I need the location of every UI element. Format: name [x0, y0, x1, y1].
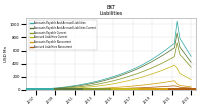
Accrued Liabilities Current	[78, 87, 80, 88]
Accrued Liabilities Current	[173, 65, 176, 66]
Accounts Payable Current	[67, 87, 69, 89]
Accounts Payable And Accrued Liabilities	[128, 70, 131, 71]
Accrued Liabilities Noncurrent	[25, 89, 27, 90]
Accounts Payable And Accrued Liabilities	[81, 84, 83, 85]
Accounts Payable Current	[72, 87, 75, 88]
Accounts Payable And Accrued Liabilities Current	[53, 88, 55, 89]
Legend: Accounts Payable And Accrued Liabilities, Accounts Payable And Accrued Liabiliti: Accounts Payable And Accrued Liabilities…	[29, 20, 97, 50]
Accrued Liabilities Current	[72, 88, 75, 89]
Accrued Liabilities Current	[128, 80, 131, 81]
Accrued Liabilities Noncurrent	[72, 89, 75, 90]
Accounts Payable And Accrued Liabilities Current	[176, 32, 178, 34]
Accounts Payable And Accrued Liabilities	[67, 86, 69, 87]
Accounts Payable Current	[81, 86, 83, 87]
Accounts Payable Noncurrent	[72, 88, 75, 90]
Accounts Payable Noncurrent	[190, 86, 192, 88]
Accounts Payable And Accrued Liabilities Current	[190, 62, 192, 63]
Line: Accrued Liabilities Noncurrent: Accrued Liabilities Noncurrent	[26, 86, 191, 89]
Accounts Payable And Accrued Liabilities Current	[81, 85, 83, 86]
Accounts Payable Current	[78, 86, 80, 87]
Accrued Liabilities Noncurrent	[128, 87, 131, 89]
Accrued Liabilities Current	[25, 89, 27, 90]
Accounts Payable And Accrued Liabilities	[78, 84, 80, 86]
Accounts Payable Noncurrent	[67, 89, 69, 90]
Line: Accounts Payable And Accrued Liabilities: Accounts Payable And Accrued Liabilities	[26, 21, 191, 89]
Accrued Liabilities Current	[190, 79, 192, 80]
Accrued Liabilities Noncurrent	[81, 89, 83, 90]
Accounts Payable Current	[25, 89, 27, 90]
Accounts Payable Current	[128, 75, 131, 77]
Accounts Payable And Accrued Liabilities Current	[72, 86, 75, 87]
Accounts Payable And Accrued Liabilities	[176, 20, 178, 22]
Line: Accrued Liabilities Current: Accrued Liabilities Current	[26, 65, 191, 89]
Accounts Payable Noncurrent	[128, 86, 131, 87]
Accrued Liabilities Noncurrent	[53, 89, 55, 90]
Accounts Payable Current	[176, 42, 178, 43]
Line: Accounts Payable Current: Accounts Payable Current	[26, 43, 191, 89]
Accounts Payable Noncurrent	[81, 88, 83, 90]
Accounts Payable Noncurrent	[25, 89, 27, 90]
Accounts Payable Noncurrent	[173, 80, 176, 81]
Accrued Liabilities Current	[53, 88, 55, 90]
Accounts Payable And Accrued Liabilities Current	[25, 88, 27, 90]
Accrued Liabilities Noncurrent	[67, 89, 69, 90]
Accrued Liabilities Current	[81, 87, 83, 88]
Line: Accounts Payable Noncurrent: Accounts Payable Noncurrent	[26, 81, 191, 89]
Accrued Liabilities Current	[67, 88, 69, 89]
Accounts Payable And Accrued Liabilities	[190, 56, 192, 57]
Accounts Payable Noncurrent	[53, 89, 55, 90]
Accounts Payable And Accrued Liabilities	[53, 87, 55, 89]
Accounts Payable And Accrued Liabilities	[25, 88, 27, 90]
Title: BKT
Liabilities: BKT Liabilities	[99, 5, 123, 16]
Accounts Payable Current	[190, 66, 192, 68]
Accrued Liabilities Noncurrent	[190, 87, 192, 89]
Accrued Liabilities Noncurrent	[78, 89, 80, 90]
Y-axis label: USD Mn: USD Mn	[4, 46, 8, 62]
Accounts Payable Noncurrent	[78, 88, 80, 90]
Accounts Payable And Accrued Liabilities Current	[78, 85, 80, 86]
Accounts Payable And Accrued Liabilities	[72, 85, 75, 86]
Accrued Liabilities Noncurrent	[173, 85, 176, 86]
Accounts Payable And Accrued Liabilities Current	[67, 86, 69, 88]
Accounts Payable Current	[53, 88, 55, 89]
Accounts Payable And Accrued Liabilities Current	[128, 71, 131, 73]
Line: Accounts Payable And Accrued Liabilities Current: Accounts Payable And Accrued Liabilities…	[26, 33, 191, 89]
